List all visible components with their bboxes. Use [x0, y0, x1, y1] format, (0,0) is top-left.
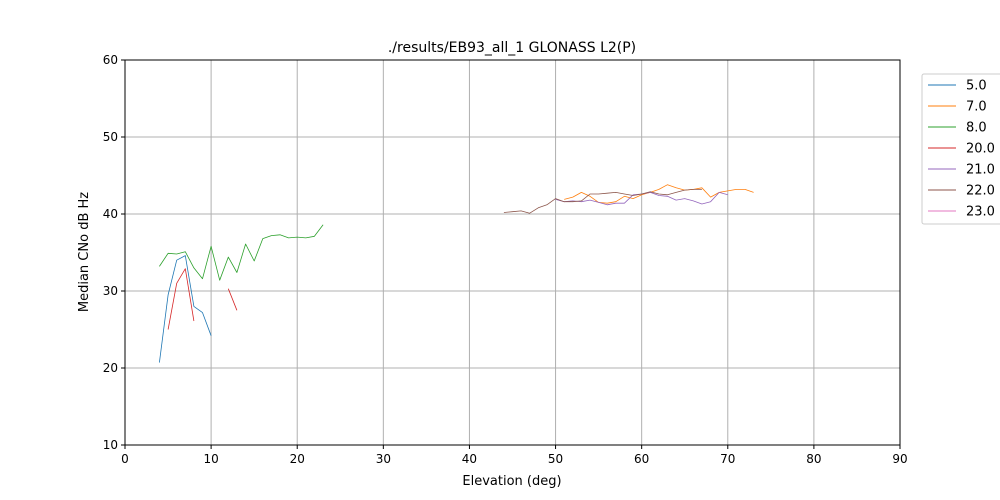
- x-tick-label: 50: [548, 452, 563, 466]
- series-line-5.0: [159, 255, 212, 363]
- legend-label: 23.0: [966, 205, 995, 220]
- y-tick-label: 60: [103, 53, 118, 67]
- x-tick-label: 0: [121, 452, 129, 466]
- x-tick-label: 40: [462, 452, 477, 466]
- x-axis-ticks: 0 10 20 30 40 50 60 70 80 90: [121, 445, 908, 466]
- x-tick-label: 30: [376, 452, 391, 466]
- y-tick-label: 10: [103, 438, 118, 452]
- x-tick-label: 20: [290, 452, 305, 466]
- legend-label: 8.0: [966, 121, 987, 136]
- y-axis-label: Median CNo dB Hz: [77, 192, 92, 312]
- y-tick-label: 30: [103, 284, 118, 298]
- x-tick-label: 90: [892, 452, 907, 466]
- y-tick-label: 20: [103, 361, 118, 375]
- legend: 5.0 7.0 8.0 20.0 21.0 22.0 23.0: [921, 73, 1000, 225]
- legend-label: 5.0: [966, 79, 987, 94]
- legend-label: 7.0: [966, 100, 987, 115]
- series-line-20.0: [167, 268, 238, 330]
- y-tick-label: 40: [103, 207, 118, 221]
- series-line-8.0: [159, 224, 324, 281]
- legend-label: 22.0: [966, 184, 995, 199]
- grid-lines: [124, 59, 901, 446]
- x-tick-label: 80: [806, 452, 821, 466]
- chart-title: ./results/EB93_all_1 GLONASS L2(P): [388, 40, 636, 56]
- y-axis-ticks: 10 20 30 40 50 60: [103, 53, 125, 452]
- plot-area: [159, 184, 754, 363]
- y-tick-label: 50: [103, 130, 118, 144]
- x-tick-label: 70: [720, 452, 735, 466]
- legend-label: 20.0: [966, 142, 995, 157]
- plot-frame: [124, 59, 901, 446]
- legend-label: 21.0: [966, 163, 995, 178]
- legend-box: [921, 73, 1000, 225]
- series-line-22.0: [503, 189, 702, 214]
- x-tick-label: 60: [634, 452, 649, 466]
- x-tick-label: 10: [203, 452, 218, 466]
- series-line-7.0: [564, 184, 754, 204]
- x-axis-label: Elevation (deg): [462, 474, 561, 489]
